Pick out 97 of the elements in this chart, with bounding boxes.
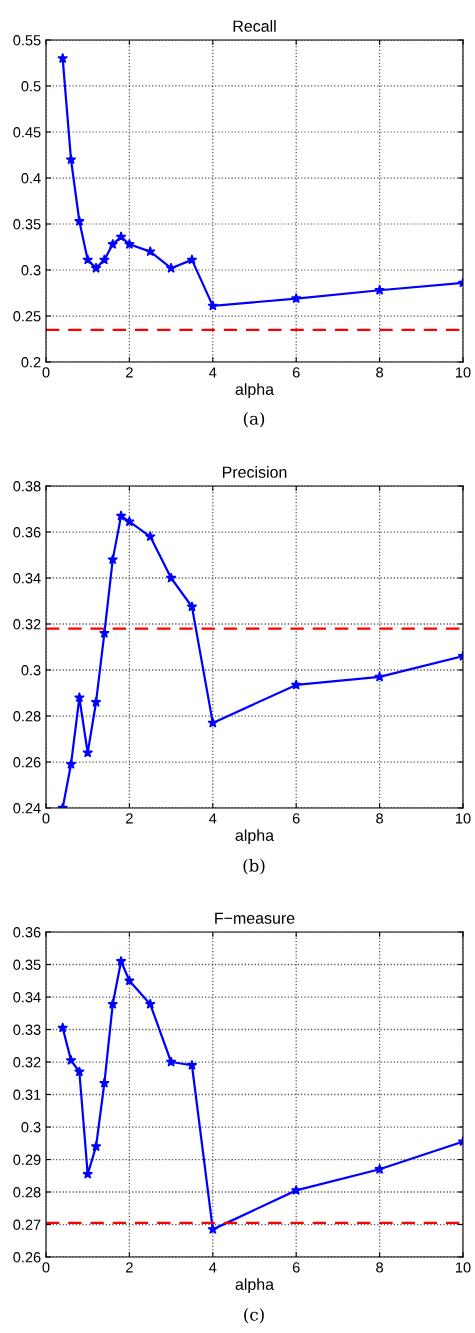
x-tick-label: 8 xyxy=(376,813,384,824)
point xyxy=(207,1223,219,1235)
x-tick-label: 6 xyxy=(292,367,300,378)
x-tick-label: 8 xyxy=(376,1262,384,1273)
x-axis-title: alpha xyxy=(235,1278,275,1294)
y-tick-label: 0.34 xyxy=(13,573,41,584)
text: (c) xyxy=(244,1307,264,1324)
chart-title: Recall xyxy=(233,20,276,32)
y-tick-label: 0.35 xyxy=(13,959,41,970)
point xyxy=(207,717,219,728)
point xyxy=(65,154,77,165)
x-tick-label: 6 xyxy=(292,1262,300,1273)
y-tick-label: 0.38 xyxy=(13,481,41,492)
y-tick-label: 0.24 xyxy=(13,803,41,814)
point xyxy=(65,758,77,769)
point xyxy=(165,572,177,583)
point xyxy=(107,238,119,249)
point xyxy=(374,284,385,295)
y-tick-label: 0.3 xyxy=(21,1122,41,1133)
point xyxy=(374,671,385,682)
point xyxy=(144,998,156,1009)
point xyxy=(99,1077,110,1088)
y-tick-label: 0.32 xyxy=(13,619,41,630)
x-axis-title: alpha xyxy=(235,829,275,845)
y-tick-label: 0.2 xyxy=(21,357,41,368)
point xyxy=(186,254,198,265)
x-tick-label: 4 xyxy=(209,367,217,378)
x-tick-label: 10 xyxy=(456,813,471,824)
point xyxy=(124,238,135,249)
y-tick-label: 0.45 xyxy=(13,127,41,138)
point xyxy=(115,955,127,966)
x-tick-label: 10 xyxy=(456,1262,471,1273)
point xyxy=(74,692,85,703)
y-tick-label: 0.31 xyxy=(13,1089,41,1100)
point xyxy=(290,1184,302,1196)
y-tick-label: 0.28 xyxy=(13,711,41,722)
y-tick-label: 0.26 xyxy=(13,757,41,768)
x-tick-label: 2 xyxy=(126,367,133,378)
x-tick-label: 0 xyxy=(42,367,50,378)
x-tick-label: 8 xyxy=(376,367,384,378)
point xyxy=(144,531,156,542)
x-tick-label: 4 xyxy=(209,813,217,824)
point xyxy=(90,696,102,707)
point xyxy=(115,510,127,521)
point xyxy=(74,1066,85,1077)
point xyxy=(99,254,110,265)
point xyxy=(90,262,102,273)
x-tick-label: 0 xyxy=(42,813,50,824)
y-tick-label: 0.27 xyxy=(13,1219,41,1230)
y-tick-label: 0.35 xyxy=(13,219,41,230)
point xyxy=(165,1056,177,1067)
y-tick-label: 0.3 xyxy=(21,665,41,676)
x-tick-label: 2 xyxy=(126,1262,133,1273)
point xyxy=(290,292,302,304)
y-tick-label: 0.25 xyxy=(13,311,41,322)
y-tick-label: 0.26 xyxy=(13,1252,41,1263)
point xyxy=(124,516,135,527)
point xyxy=(65,1054,77,1066)
point xyxy=(82,1168,94,1179)
point xyxy=(124,975,135,986)
y-tick-label: 0.5 xyxy=(21,81,41,92)
text: (b) xyxy=(243,858,265,875)
y-tick-label: 0.4 xyxy=(21,173,41,184)
y-tick-label: 0.28 xyxy=(13,1187,41,1198)
chart-title: F−measure xyxy=(215,912,295,924)
y-tick-label: 0.36 xyxy=(13,527,41,538)
point xyxy=(57,1022,68,1033)
y-tick-label: 0.34 xyxy=(13,992,41,1003)
point xyxy=(207,300,219,311)
point xyxy=(186,1059,198,1070)
point xyxy=(107,998,119,1009)
y-tick-label: 0.36 xyxy=(13,927,41,938)
point xyxy=(186,601,198,612)
point xyxy=(57,52,68,64)
point xyxy=(99,627,110,638)
point xyxy=(82,254,94,265)
point xyxy=(115,231,127,242)
y-tick-label: 0.29 xyxy=(13,1154,41,1165)
y-tick-label: 0.55 xyxy=(13,35,41,46)
y-tick-label: 0.33 xyxy=(13,1024,41,1035)
x-tick-label: 0 xyxy=(42,1262,50,1273)
point xyxy=(374,1163,385,1174)
y-tick-label: 0.3 xyxy=(21,265,41,276)
point xyxy=(290,679,302,690)
text: (a) xyxy=(243,411,265,428)
point xyxy=(90,1140,102,1152)
point xyxy=(107,554,119,565)
x-tick-label: 4 xyxy=(209,1262,217,1273)
x-axis-title: alpha xyxy=(235,383,275,399)
x-tick-label: 10 xyxy=(456,367,471,378)
point xyxy=(165,262,177,273)
x-tick-label: 2 xyxy=(126,813,133,824)
y-tick-label: 0.32 xyxy=(13,1057,41,1068)
point xyxy=(144,246,156,257)
point xyxy=(74,215,85,226)
x-tick-label: 6 xyxy=(292,813,300,824)
chart-title: Precision xyxy=(222,466,287,478)
